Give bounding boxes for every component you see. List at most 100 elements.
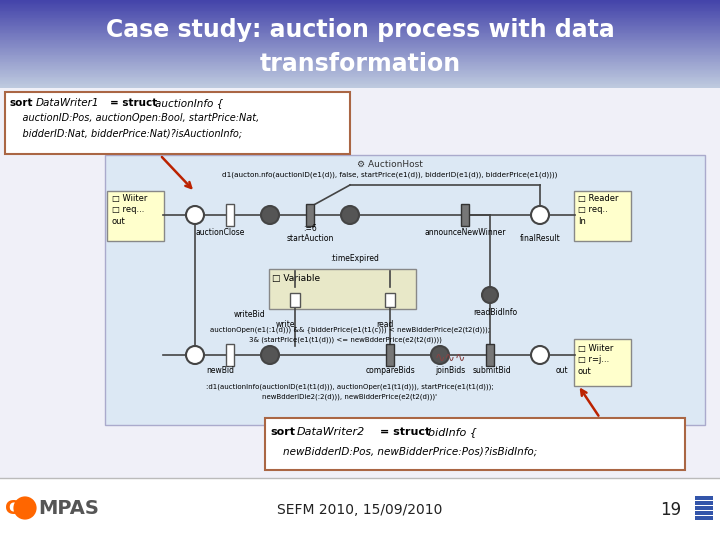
Text: :d1(auctionInfo(auctionID(e1(t1(d))), auctionOper(e1(t1(d))), startPrice(e1(t1(d: :d1(auctionInfo(auctionID(e1(t1(d))), au…: [206, 384, 494, 390]
Polygon shape: [0, 25, 720, 26]
Text: ⚙ AuctionHost: ⚙ AuctionHost: [357, 159, 423, 168]
Text: newBid: newBid: [206, 366, 234, 375]
Circle shape: [261, 346, 279, 364]
Text: d1(aucton.nfo(auctionID(e1(d)), false, startPrice(e1(d)), bidderID(e1(d)), bidde: d1(aucton.nfo(auctionID(e1(d)), false, s…: [222, 172, 558, 178]
Polygon shape: [0, 67, 720, 68]
Text: :=6: :=6: [303, 224, 317, 233]
Text: writeBid: writeBid: [234, 310, 266, 319]
Polygon shape: [0, 77, 720, 78]
Polygon shape: [0, 57, 720, 58]
Text: □ r=j...: □ r=j...: [578, 355, 609, 364]
Polygon shape: [0, 36, 720, 37]
Circle shape: [261, 206, 279, 224]
Polygon shape: [0, 38, 720, 39]
Text: 3& (startPrice(e1(t1(d))) <= newBdderPrice(e2(t2(d)))): 3& (startPrice(e1(t1(d))) <= newBdderPri…: [248, 337, 441, 343]
Polygon shape: [0, 75, 720, 76]
Text: auctionClose: auctionClose: [195, 228, 245, 237]
Polygon shape: [0, 56, 720, 57]
Text: 19: 19: [660, 501, 681, 519]
FancyBboxPatch shape: [695, 516, 713, 519]
Polygon shape: [0, 64, 720, 65]
Polygon shape: [0, 59, 720, 60]
Polygon shape: [0, 87, 720, 88]
Polygon shape: [0, 85, 720, 86]
Polygon shape: [0, 23, 720, 24]
FancyBboxPatch shape: [385, 293, 395, 307]
Polygon shape: [0, 26, 720, 28]
Polygon shape: [0, 32, 720, 33]
Polygon shape: [0, 82, 720, 83]
Circle shape: [431, 346, 449, 364]
FancyBboxPatch shape: [226, 344, 234, 366]
Text: sort: sort: [10, 98, 34, 108]
Text: In: In: [578, 218, 586, 226]
Text: DataWriter1: DataWriter1: [36, 98, 99, 108]
Circle shape: [186, 346, 204, 364]
Text: □ Wiiter: □ Wiiter: [578, 343, 613, 353]
Text: bidInfo {: bidInfo {: [428, 427, 477, 437]
Polygon shape: [0, 21, 720, 22]
FancyBboxPatch shape: [695, 511, 713, 515]
Text: compareBids: compareBids: [365, 366, 415, 375]
FancyBboxPatch shape: [574, 339, 631, 386]
Polygon shape: [0, 28, 720, 29]
Text: ∿∿∿: ∿∿∿: [434, 352, 466, 365]
FancyBboxPatch shape: [265, 418, 685, 470]
Text: sort: sort: [270, 427, 295, 437]
Text: □ req...: □ req...: [112, 206, 145, 214]
Polygon shape: [0, 46, 720, 48]
Polygon shape: [0, 83, 720, 84]
Polygon shape: [0, 30, 720, 31]
Polygon shape: [0, 12, 720, 13]
Text: auctionInfo {: auctionInfo {: [155, 98, 223, 108]
Polygon shape: [0, 20, 720, 21]
FancyBboxPatch shape: [486, 344, 494, 366]
Polygon shape: [0, 37, 720, 38]
Text: □ Wiiter: □ Wiiter: [112, 193, 148, 202]
Polygon shape: [0, 11, 720, 12]
FancyBboxPatch shape: [386, 344, 394, 366]
FancyBboxPatch shape: [695, 501, 713, 504]
Polygon shape: [0, 17, 720, 18]
Text: auctionID:Pos, auctionOpen:Bool, startPrice:Nat,: auctionID:Pos, auctionOpen:Bool, startPr…: [10, 113, 259, 123]
Polygon shape: [0, 74, 720, 75]
Polygon shape: [0, 44, 720, 45]
Text: startAuction: startAuction: [287, 234, 333, 243]
Polygon shape: [0, 71, 720, 72]
Text: DataWriter2: DataWriter2: [297, 427, 365, 437]
Text: readBidInfo: readBidInfo: [473, 308, 517, 317]
FancyBboxPatch shape: [695, 496, 713, 500]
Polygon shape: [0, 70, 720, 71]
Polygon shape: [0, 40, 720, 42]
FancyBboxPatch shape: [105, 155, 705, 425]
Polygon shape: [0, 9, 720, 10]
Polygon shape: [0, 10, 720, 11]
Text: auctionOpen(e1(:1(d))) && {bidderPrice(e1(t1(c))) < newBidderPrice(e2(t2(d)));: auctionOpen(e1(:1(d))) && {bidderPrice(e…: [210, 327, 490, 333]
Polygon shape: [0, 19, 720, 20]
Circle shape: [186, 206, 204, 224]
Polygon shape: [0, 24, 720, 25]
Polygon shape: [0, 478, 720, 540]
Text: newBidderID:Pos, newBidderPrice:Pos)?isBidInfo;: newBidderID:Pos, newBidderPrice:Pos)?isB…: [270, 447, 537, 457]
Text: :timeExpired: :timeExpired: [330, 254, 379, 263]
Polygon shape: [0, 84, 720, 85]
Circle shape: [482, 287, 498, 303]
Circle shape: [341, 206, 359, 224]
Polygon shape: [0, 42, 720, 43]
Polygon shape: [0, 73, 720, 74]
Text: bidderID:Nat, bidderPrice:Nat)?isAuctionInfo;: bidderID:Nat, bidderPrice:Nat)?isAuction…: [10, 128, 242, 138]
Polygon shape: [0, 81, 720, 82]
Text: out: out: [578, 368, 592, 376]
Text: finalResult: finalResult: [520, 234, 560, 243]
Polygon shape: [0, 14, 720, 15]
Circle shape: [12, 495, 38, 521]
Text: announceNewWinner: announceNewWinner: [424, 228, 505, 237]
FancyBboxPatch shape: [461, 204, 469, 226]
Text: □ req..: □ req..: [578, 206, 608, 214]
FancyBboxPatch shape: [5, 92, 350, 154]
Polygon shape: [0, 79, 720, 80]
Text: joinBids: joinBids: [435, 366, 465, 375]
Polygon shape: [0, 16, 720, 17]
Polygon shape: [0, 35, 720, 36]
Text: transformation: transformation: [259, 52, 461, 76]
